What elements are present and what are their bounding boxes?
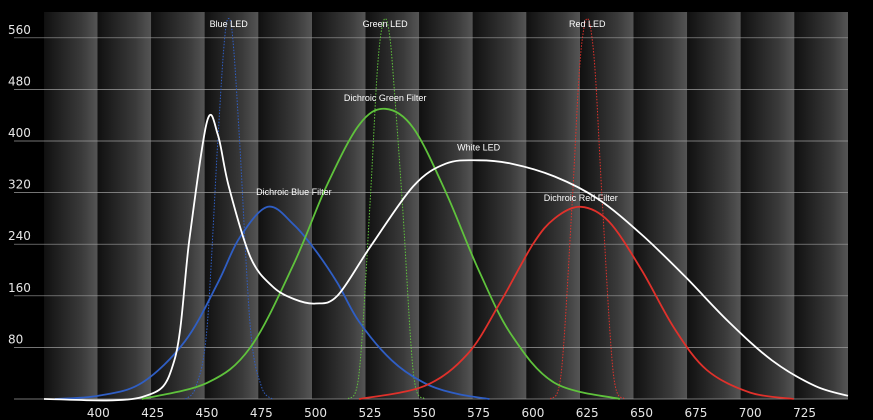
y-tick-label: 400 [8, 126, 31, 140]
background-band [472, 12, 527, 399]
dichroic-red-filter-label: Dichroic Red Filter [544, 193, 618, 203]
dichroic-red-filter-line [358, 205, 794, 400]
background-band [794, 12, 848, 399]
y-tick-label: 480 [8, 74, 31, 88]
dichroic-blue-filter-label: Dichroic Blue Filter [256, 187, 332, 197]
background-band [740, 12, 795, 399]
background-band [365, 12, 420, 399]
x-tick-label: 425 [141, 406, 164, 420]
grid [14, 37, 848, 400]
blue-led-line [184, 17, 273, 400]
background-band [204, 12, 259, 399]
series-layer [43, 17, 849, 402]
background-band [44, 12, 98, 399]
x-tick-label: 475 [250, 406, 273, 420]
y-tick-label: 320 [8, 178, 31, 192]
blue-led-label: Blue LED [210, 19, 249, 29]
background-band [633, 12, 688, 399]
x-tick-label: 600 [521, 406, 544, 420]
white-led-label: White LED [457, 142, 501, 152]
background-band [419, 12, 473, 399]
background-bands [44, 12, 848, 399]
y-tick-label: 240 [8, 229, 31, 243]
x-tick-label: 700 [739, 406, 762, 420]
x-tick-label: 500 [304, 406, 327, 420]
y-tick-label: 160 [8, 281, 31, 295]
x-tick-label: 575 [467, 406, 490, 420]
background-band [312, 12, 366, 399]
dichroic-green-filter-line [141, 107, 621, 400]
background-band [687, 12, 741, 399]
y-tick-label: 80 [8, 332, 23, 346]
white-led-line [43, 113, 849, 402]
x-tick-label: 400 [87, 406, 110, 420]
dichroic-blue-filter-line [54, 205, 490, 400]
series-labels: Blue LED Green LED Red LED Dichroic Blue Fi… [210, 19, 618, 203]
x-tick-label: 675 [684, 406, 707, 420]
background-band [97, 12, 152, 399]
red-led-label: Red LED [569, 19, 606, 29]
x-tick-label: 725 [793, 406, 816, 420]
x-axis-ticks: 400 425 450 475 500 525 550 575 600 625 650 675 700 7… [87, 406, 816, 420]
x-tick-label: 650 [630, 406, 653, 420]
x-tick-label: 550 [413, 406, 436, 420]
background-band [151, 12, 205, 399]
background-band [526, 12, 580, 399]
y-tick-label: 560 [8, 23, 31, 37]
background-band [258, 12, 312, 399]
x-tick-label: 625 [576, 406, 599, 420]
y-axis-ticks: 80 160 240 320 400 480 560 [8, 23, 31, 347]
dichroic-green-filter-label: Dichroic Green Filter [344, 93, 427, 103]
x-tick-label: 525 [358, 406, 381, 420]
x-tick-label: 450 [196, 406, 219, 420]
green-led-label: Green LED [363, 19, 409, 29]
